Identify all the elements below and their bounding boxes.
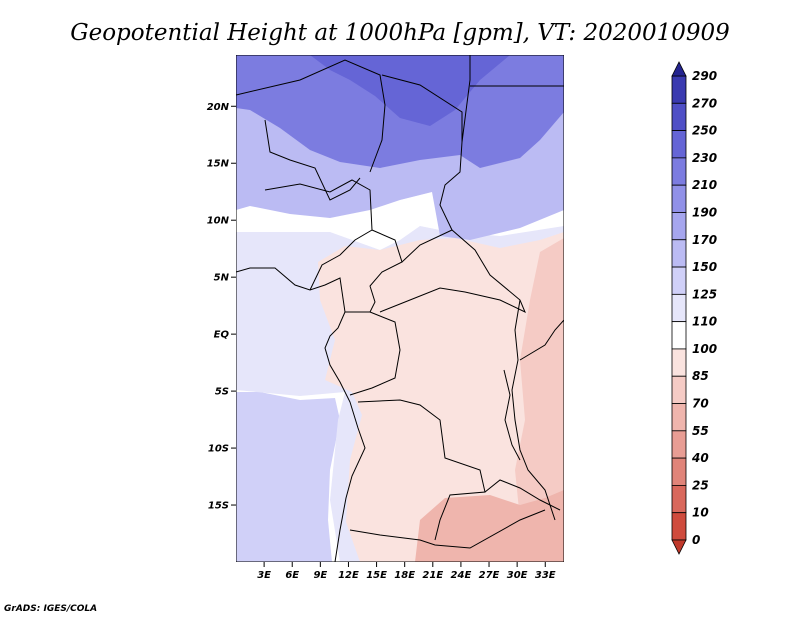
colorbar-box bbox=[671, 512, 687, 541]
border-cameroon bbox=[345, 229, 403, 313]
border-south bbox=[349, 509, 546, 549]
region-atlantic-south bbox=[236, 392, 340, 562]
colorbar-box bbox=[671, 485, 687, 514]
colorbar-label: 270 bbox=[692, 96, 717, 110]
x-tick-label: 3E bbox=[257, 570, 271, 581]
colorbar-label: 10 bbox=[692, 506, 709, 520]
border-tanzania bbox=[519, 319, 564, 361]
chart-title: Geopotential Height at 1000hPa [gpm], VT… bbox=[70, 20, 730, 46]
x-tick-label: 33E bbox=[535, 570, 556, 581]
x-tick-label: 21E bbox=[422, 570, 443, 581]
x-tick-label: 24E bbox=[451, 570, 472, 581]
colorbar-label: 170 bbox=[692, 233, 717, 247]
colorbar-label: 290 bbox=[692, 69, 717, 83]
y-tick-label: 5N bbox=[214, 273, 230, 284]
colorbar-label: 150 bbox=[692, 260, 717, 274]
y-tick-label: 20N bbox=[207, 102, 230, 113]
border-coastline-west bbox=[236, 267, 366, 562]
border-angola bbox=[357, 399, 486, 541]
border-north bbox=[236, 59, 386, 173]
region-congo-basin bbox=[318, 232, 564, 562]
colorbar-label: 55 bbox=[692, 424, 709, 438]
colorbar-label: 100 bbox=[692, 342, 717, 356]
colorbar-box bbox=[671, 430, 687, 459]
x-axis: 3E 6E 9E 12E 15E 18E 21E 24E 27E 30E 33E bbox=[257, 562, 556, 581]
border-chad-sudan bbox=[439, 141, 463, 231]
border-car bbox=[379, 229, 526, 314]
credit-label: GrADS: IGES/COLA bbox=[4, 604, 97, 614]
x-tick-label: 18E bbox=[394, 570, 415, 581]
x-tick-label: 12E bbox=[338, 570, 359, 581]
region-southern-plateau bbox=[415, 490, 564, 562]
colorbar-label: 0 bbox=[692, 533, 700, 547]
x-tick-label: 30E bbox=[507, 570, 528, 581]
colorbar-min-triangle bbox=[671, 539, 687, 555]
y-tick-label: 10S bbox=[208, 444, 229, 455]
y-axis: 20N 15N 10N 5N EQ 5S 10S 15S bbox=[207, 102, 236, 512]
colorbar-box bbox=[671, 403, 687, 432]
colorbar-box bbox=[671, 157, 687, 186]
colorbar-label: 210 bbox=[692, 178, 717, 192]
y-tick-label: 15N bbox=[207, 159, 230, 170]
x-tick-label: 27E bbox=[479, 570, 500, 581]
colorbar-box bbox=[671, 184, 687, 213]
border-lakes bbox=[503, 369, 521, 461]
colorbar-label: 190 bbox=[692, 205, 717, 219]
colorbar-box bbox=[671, 212, 687, 241]
x-tick-label: 9E bbox=[313, 570, 327, 581]
colorbar-label: 70 bbox=[692, 397, 709, 411]
y-tick-label: 15S bbox=[208, 501, 229, 512]
region-sahara-northeast bbox=[310, 55, 510, 126]
colorbar-box bbox=[671, 293, 687, 323]
colorbar-label: 25 bbox=[692, 478, 709, 492]
colorbar-label: 230 bbox=[692, 151, 717, 165]
x-tick-label: 15E bbox=[366, 570, 387, 581]
colorbar-box bbox=[671, 239, 687, 268]
colorbar-max-triangle bbox=[671, 61, 687, 77]
country-borders bbox=[236, 55, 564, 562]
border-zambia bbox=[484, 479, 561, 511]
colorbar-label: 250 bbox=[692, 124, 717, 138]
y-tick-label: EQ bbox=[214, 330, 230, 341]
colorbar-box bbox=[671, 321, 687, 350]
colorbar: 2902702502302101901701501251101008570554… bbox=[671, 61, 717, 555]
colorbar-label: 110 bbox=[692, 315, 717, 329]
border-drc-east bbox=[511, 299, 556, 521]
colorbar-label: 85 bbox=[692, 369, 709, 383]
border-sahel-west bbox=[264, 119, 361, 201]
x-tick-label: 6E bbox=[285, 570, 299, 581]
colorbar-label: 40 bbox=[691, 451, 709, 465]
colorbar-box bbox=[671, 375, 687, 404]
colorbar-box bbox=[671, 130, 687, 159]
region-east-african-highlands bbox=[515, 238, 564, 520]
colorbar-box bbox=[671, 102, 687, 131]
colorbar-box bbox=[671, 266, 687, 295]
y-tick-label: 5S bbox=[215, 387, 229, 398]
border-nigeria bbox=[264, 179, 373, 291]
colorbar-label: 125 bbox=[692, 287, 717, 301]
map-area bbox=[236, 55, 564, 562]
border-north-east bbox=[381, 55, 471, 143]
colorbar-box bbox=[671, 75, 687, 104]
y-tick-label: 10N bbox=[207, 216, 230, 227]
border-congo bbox=[349, 311, 401, 396]
colorbar-box bbox=[671, 348, 687, 377]
colorbar-box bbox=[671, 457, 687, 486]
